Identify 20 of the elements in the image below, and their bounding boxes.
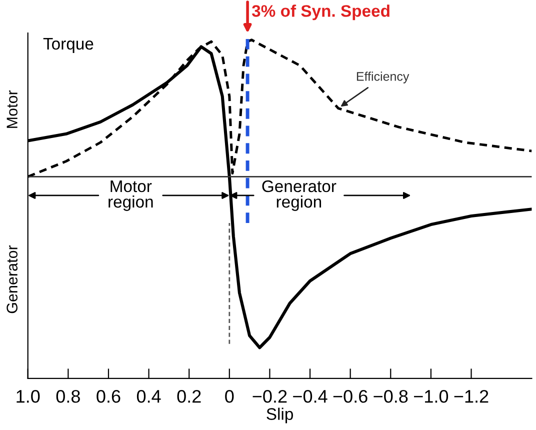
x-axis-title: Slip: [266, 408, 293, 424]
x-tick-label: 0.8: [56, 390, 80, 403]
x-tick-label: −0.2: [252, 390, 287, 403]
annotation: Efficiency: [356, 72, 410, 84]
x-tick-label: −0.6: [333, 390, 368, 403]
x-tick-label: −0.4: [293, 390, 328, 403]
x-tick-label: −0.8: [374, 390, 408, 403]
x-tick-label: −1.0: [414, 390, 448, 403]
annotation: Motor region: [108, 180, 153, 211]
x-tick-label: 1.0: [16, 390, 40, 403]
x-tick-label: 0.6: [96, 390, 120, 403]
x-tick-label: 0: [225, 390, 234, 403]
x-tick-label: −1.2: [454, 390, 488, 403]
text: Motor: [6, 90, 18, 128]
text: Generator: [6, 245, 18, 314]
annotation: Torque: [43, 38, 94, 53]
x-tick-label: 0.2: [177, 390, 201, 403]
ref-line-label: 3% of Syn. Speed: [252, 4, 390, 20]
annotation: Generator region: [262, 180, 336, 211]
x-tick-label: 0.4: [136, 390, 161, 403]
